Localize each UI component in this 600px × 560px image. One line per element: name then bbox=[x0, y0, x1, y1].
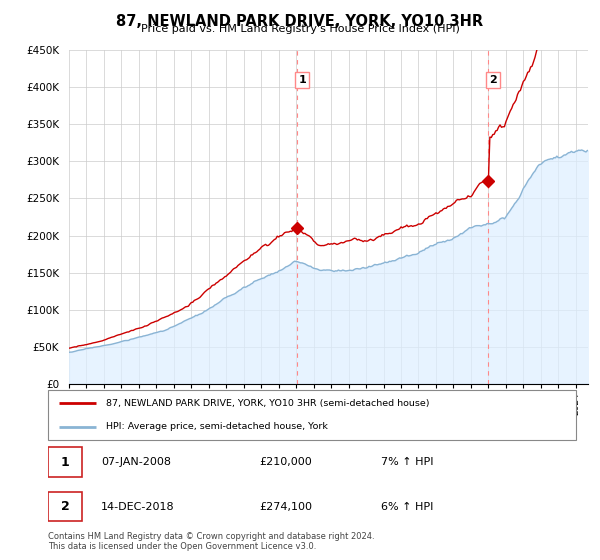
Text: 14-DEC-2018: 14-DEC-2018 bbox=[101, 502, 175, 512]
FancyBboxPatch shape bbox=[48, 390, 576, 440]
Text: HPI: Average price, semi-detached house, York: HPI: Average price, semi-detached house,… bbox=[106, 422, 328, 431]
Text: 1: 1 bbox=[61, 455, 69, 469]
Text: £210,000: £210,000 bbox=[259, 457, 312, 467]
Text: 87, NEWLAND PARK DRIVE, YORK, YO10 3HR (semi-detached house): 87, NEWLAND PARK DRIVE, YORK, YO10 3HR (… bbox=[106, 399, 430, 408]
Text: Contains HM Land Registry data © Crown copyright and database right 2024.
This d: Contains HM Land Registry data © Crown c… bbox=[48, 532, 374, 552]
Text: Price paid vs. HM Land Registry's House Price Index (HPI): Price paid vs. HM Land Registry's House … bbox=[140, 24, 460, 34]
Text: 6% ↑ HPI: 6% ↑ HPI bbox=[380, 502, 433, 512]
FancyBboxPatch shape bbox=[48, 447, 82, 477]
FancyBboxPatch shape bbox=[48, 492, 82, 521]
Text: 7% ↑ HPI: 7% ↑ HPI bbox=[380, 457, 433, 467]
Text: 2: 2 bbox=[489, 75, 497, 85]
Text: 1: 1 bbox=[298, 75, 306, 85]
Text: 2: 2 bbox=[61, 500, 69, 514]
Text: £274,100: £274,100 bbox=[259, 502, 312, 512]
Text: 07-JAN-2008: 07-JAN-2008 bbox=[101, 457, 171, 467]
Text: 87, NEWLAND PARK DRIVE, YORK, YO10 3HR: 87, NEWLAND PARK DRIVE, YORK, YO10 3HR bbox=[116, 14, 484, 29]
